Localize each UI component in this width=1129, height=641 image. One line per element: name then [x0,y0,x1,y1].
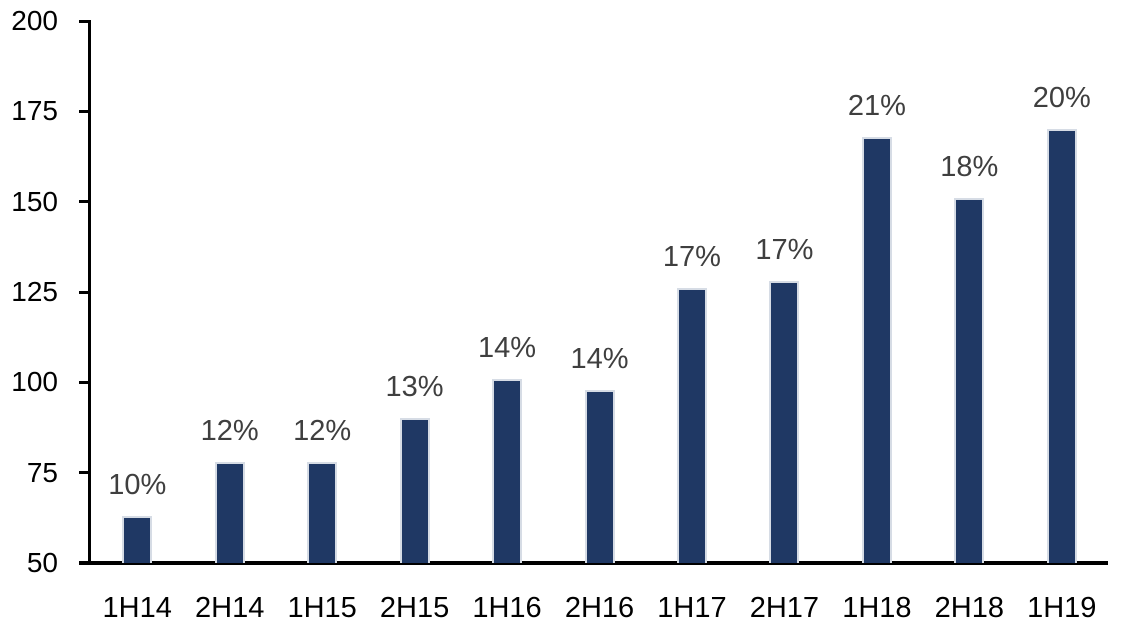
bar-1H14 [122,516,153,563]
x-axis-label-2H17: 2H17 [749,592,820,624]
y-axis-tick-label: 150 [11,185,58,217]
bar-2H14 [214,461,245,563]
bar-2H17 [769,281,800,563]
data-label-2H14: 12% [200,414,259,447]
y-axis-tick-label: 75 [26,456,58,488]
data-label-1H19: 20% [1032,82,1091,115]
bar-1H17 [676,288,707,563]
data-label-1H16: 14% [478,331,537,364]
x-axis-label-1H16: 1H16 [472,592,542,624]
y-axis-tick-label: 125 [11,276,58,307]
y-axis-tick [79,19,91,23]
bar-1H16 [492,378,523,563]
x-axis-label-2H16: 2H16 [564,592,635,624]
x-axis-label-1H15: 1H15 [287,592,357,624]
y-axis-tick [79,380,91,384]
bar-1H15 [307,461,338,563]
y-axis-tick-label: 175 [11,95,58,127]
data-label-1H15: 12% [293,414,352,447]
bar-1H18 [861,136,892,563]
y-axis-tick [79,200,91,204]
bar-2H16 [584,389,615,563]
bar-1H19 [1046,129,1077,563]
x-axis-label-1H14: 1H14 [102,592,172,624]
bar-2H15 [399,418,430,563]
data-label-2H18: 18% [940,151,999,184]
y-axis-tick-label: 50 [26,547,58,578]
x-axis-label-2H14: 2H14 [195,592,265,624]
data-label-1H14: 10% [108,469,167,502]
x-axis-label-1H19: 1H19 [1027,592,1097,624]
x-axis-label-2H18: 2H18 [934,592,1004,624]
x-axis-label-2H15: 2H15 [379,592,450,624]
data-label-2H15: 13% [385,371,444,404]
data-label-1H18: 21% [847,89,906,122]
y-axis-tick [79,471,91,475]
data-label-1H17: 17% [662,241,721,274]
x-axis-label-1H18: 1H18 [842,592,912,624]
y-axis-tick [79,290,91,294]
y-axis-tick-label: 100 [11,366,58,398]
x-axis-line [79,561,1108,565]
data-label-2H16: 14% [570,342,629,375]
bar-2H18 [954,198,985,563]
data-label-2H17: 17% [755,234,814,267]
y-axis-tick [79,109,91,113]
y-axis-tick-label: 200 [11,5,58,36]
x-axis-label-1H17: 1H17 [657,592,727,624]
